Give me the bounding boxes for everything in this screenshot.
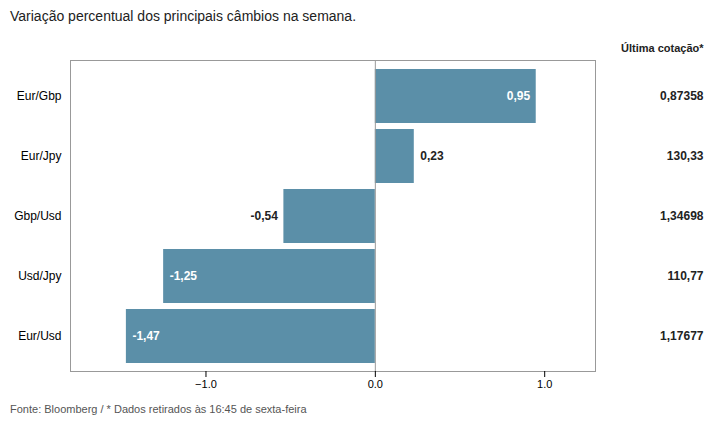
- svg-text:Eur/Jpy: Eur/Jpy: [21, 149, 62, 163]
- svg-text:0,23: 0,23: [420, 149, 444, 163]
- svg-text:1.0: 1.0: [537, 378, 552, 390]
- svg-text:Gbp/Usd: Gbp/Usd: [14, 209, 61, 223]
- svg-text:1,17677: 1,17677: [660, 329, 704, 343]
- svg-text:0,95: 0,95: [507, 89, 531, 103]
- svg-text:-1,25: -1,25: [170, 269, 198, 283]
- svg-text:0,87358: 0,87358: [660, 89, 704, 103]
- svg-text:-0,54: -0,54: [251, 209, 279, 223]
- svg-text:Última cotação*: Última cotação*: [621, 42, 704, 54]
- svg-text:Eur/Gbp: Eur/Gbp: [17, 89, 62, 103]
- svg-text:0.0: 0.0: [368, 378, 383, 390]
- svg-text:-1,47: -1,47: [132, 329, 160, 343]
- svg-text:Eur/Usd: Eur/Usd: [18, 329, 61, 343]
- svg-text:Usd/Jpy: Usd/Jpy: [18, 269, 61, 283]
- svg-text:130,33: 130,33: [667, 149, 704, 163]
- html-text:Variação percentual dos princi: Variação percentual dos principais câmbi…: [10, 8, 356, 24]
- svg-text:1,34698: 1,34698: [660, 209, 704, 223]
- html-text:Fonte: Bloomberg / * Dados ret: Fonte: Bloomberg / * Dados retirados às …: [10, 403, 307, 415]
- svg-text:−1.0: −1.0: [195, 378, 217, 390]
- svg-text:110,77: 110,77: [667, 269, 703, 283]
